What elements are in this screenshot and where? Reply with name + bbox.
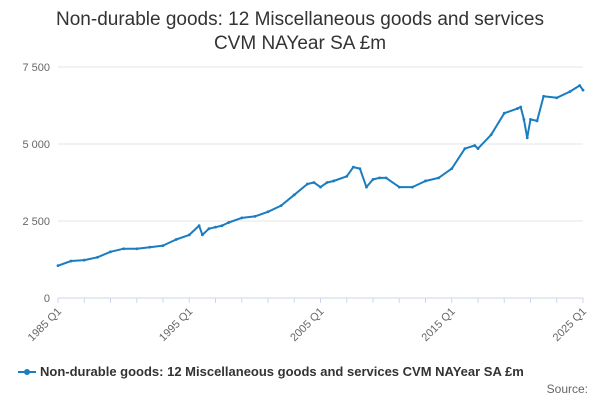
x-tick-label: 1985 Q1 — [26, 306, 64, 344]
data-point — [200, 233, 204, 237]
data-point — [581, 88, 585, 92]
data-point — [424, 179, 427, 183]
data-point — [135, 247, 139, 251]
data-point — [279, 204, 283, 208]
data-point — [95, 255, 99, 259]
data-point — [266, 210, 270, 214]
y-tick-label: 0 — [44, 293, 50, 305]
data-point — [187, 233, 191, 237]
data-point — [378, 176, 381, 180]
x-tick-label: 2025 Q1 — [551, 306, 589, 344]
data-point — [325, 181, 329, 184]
data-point — [502, 111, 506, 115]
y-tick-label: 2 500 — [22, 216, 50, 228]
data-point — [397, 185, 401, 189]
data-point — [56, 264, 60, 268]
y-tick-label: 5 000 — [22, 139, 50, 151]
chart-title-line2: CVM NAYear SA £m — [213, 33, 387, 54]
chart-title-line1: Non-durable goods: 12 Miscellaneous good… — [56, 9, 544, 30]
data-point — [365, 185, 368, 189]
data-point — [292, 193, 296, 197]
data-point — [69, 259, 73, 263]
data-point — [358, 167, 362, 171]
data-point — [515, 107, 519, 110]
data-point — [319, 185, 322, 189]
data-point — [312, 181, 316, 184]
data-point — [519, 105, 523, 109]
x-tick-label: 2005 Q1 — [288, 306, 326, 344]
y-tick-label: 7 500 — [22, 62, 50, 74]
data-point — [240, 216, 244, 220]
data-point — [525, 136, 529, 140]
data-point — [542, 94, 546, 98]
data-point — [437, 176, 441, 180]
data-point — [568, 90, 572, 94]
data-point — [122, 247, 126, 251]
data-point — [207, 227, 211, 231]
data-point — [463, 147, 467, 151]
data-point — [109, 250, 112, 254]
data-point — [578, 84, 582, 87]
data-point — [555, 96, 559, 100]
chart-title: Non-durable goods: 12 Miscellaneous good… — [0, 8, 600, 56]
data-point — [384, 176, 388, 180]
data-point — [489, 133, 493, 137]
data-point — [174, 238, 178, 241]
data-point — [148, 245, 152, 249]
data-point — [522, 117, 526, 121]
data-point — [473, 144, 477, 147]
data-point — [220, 224, 224, 228]
data-point — [305, 182, 309, 186]
data-point — [450, 167, 454, 171]
data-point — [332, 179, 336, 183]
data-point — [345, 174, 349, 178]
data-point — [253, 214, 257, 218]
data-point — [371, 178, 375, 181]
legend-swatch — [18, 367, 36, 377]
data-point — [161, 244, 165, 248]
data-point — [410, 185, 414, 189]
data-point — [476, 147, 480, 151]
legend-label: Non-durable goods: 12 Miscellaneous good… — [40, 364, 524, 379]
data-point — [82, 258, 86, 262]
data-point — [351, 165, 355, 169]
x-tick-label: 1995 Q1 — [157, 306, 195, 344]
data-point — [529, 117, 532, 121]
data-point — [214, 225, 217, 229]
data-point — [227, 221, 231, 224]
source-label: Source: — [546, 382, 588, 396]
x-tick-label: 2015 Q1 — [420, 306, 458, 344]
legend[interactable]: Non-durable goods: 12 Miscellaneous good… — [18, 364, 524, 379]
data-point — [535, 119, 539, 123]
data-point — [197, 224, 201, 228]
